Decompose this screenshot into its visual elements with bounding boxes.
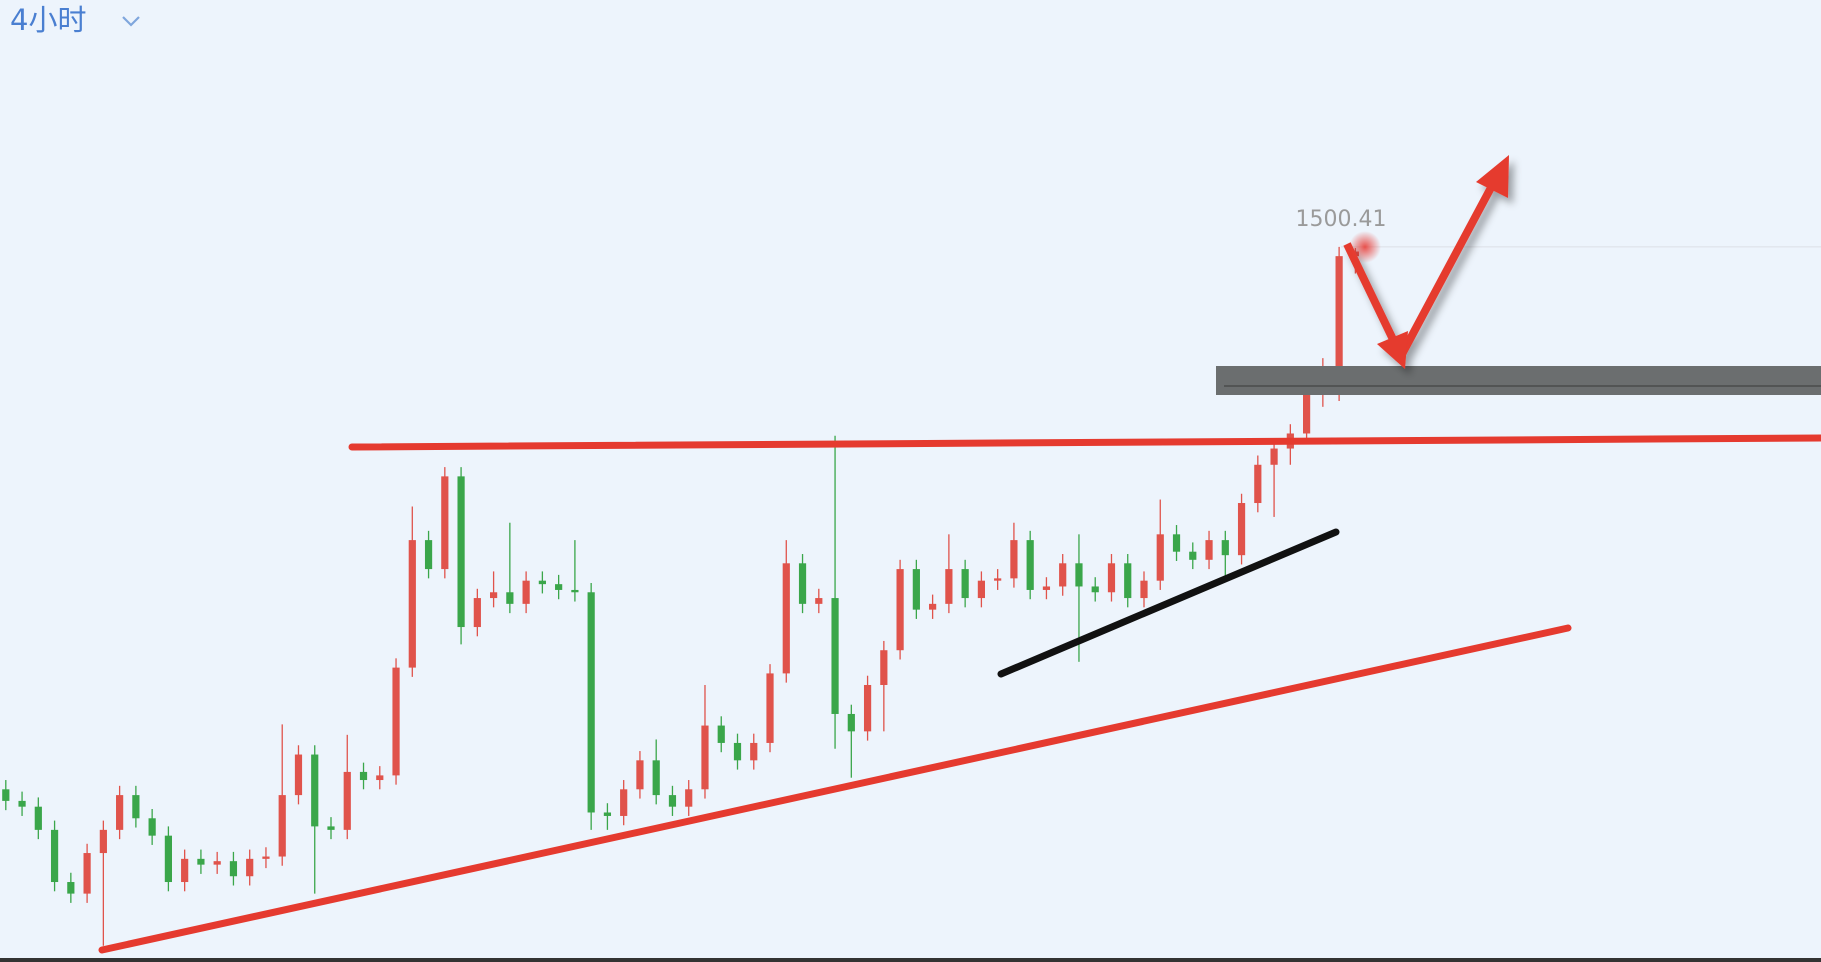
candle-body <box>83 853 91 894</box>
candle-body <box>961 569 969 599</box>
candle-body <box>197 858 205 865</box>
candle-body <box>1140 580 1148 599</box>
candle-body <box>782 563 790 674</box>
candle-body <box>181 858 189 883</box>
candle-body <box>148 818 156 836</box>
horizontal-resistance-line <box>348 434 1821 451</box>
candle-body <box>50 829 59 883</box>
candle-body <box>538 580 546 585</box>
short-trend-line <box>997 528 1340 678</box>
candle-body <box>766 673 774 743</box>
candle-body <box>1205 540 1213 560</box>
candle-body <box>1075 563 1083 587</box>
candle-body <box>1059 563 1067 587</box>
candle-body <box>327 826 335 830</box>
candle-body <box>246 858 254 877</box>
candle-body <box>67 882 75 894</box>
candle-body <box>473 598 481 628</box>
candle-body <box>99 829 107 854</box>
candle-body <box>831 598 839 714</box>
candle-body <box>311 754 319 827</box>
candle-body <box>1107 563 1116 593</box>
candle-body <box>620 789 628 816</box>
candle-body <box>18 800 26 807</box>
candles <box>2 246 1359 946</box>
candle-body <box>213 861 221 865</box>
candle-body <box>815 598 823 604</box>
last-price-dot <box>1349 231 1381 263</box>
candle-body <box>685 789 693 807</box>
candle-body <box>1026 540 1034 590</box>
dropdown-chevron[interactable] <box>122 16 140 27</box>
candle-body <box>229 861 238 877</box>
toolbar: 4小时 <box>10 3 140 37</box>
candle-body <box>717 725 725 743</box>
support-trend-line <box>98 624 1572 954</box>
candle-body <box>408 540 416 668</box>
resistance-zone <box>1216 366 1821 395</box>
candle-body <box>457 476 465 628</box>
candle-body <box>490 592 498 599</box>
candle-body <box>636 760 644 790</box>
candle-body <box>34 806 42 830</box>
candle-body <box>571 589 579 593</box>
candle-body <box>522 580 530 604</box>
candle-body <box>1042 586 1051 590</box>
candle-body <box>863 684 872 732</box>
candle-body <box>1091 586 1099 593</box>
candle-body <box>506 592 514 604</box>
candle-body <box>847 713 855 732</box>
arrow-head-down <box>1377 331 1408 369</box>
candle-body <box>1254 464 1262 504</box>
candle-body <box>1303 381 1311 434</box>
candle-body <box>2 789 10 801</box>
candle-body <box>929 603 937 610</box>
candle-body <box>116 795 124 830</box>
candle-body <box>1270 448 1278 465</box>
candle-body <box>132 795 140 819</box>
candle-body <box>880 650 888 685</box>
candle-body <box>262 856 270 859</box>
candle-body <box>1221 540 1229 556</box>
candle-body <box>1156 534 1164 581</box>
candle-body <box>376 775 384 781</box>
candle-body <box>896 569 904 651</box>
candle-body <box>652 760 660 796</box>
bottom-bar <box>0 958 1821 962</box>
candle-body <box>1010 540 1018 579</box>
candle-body <box>603 812 612 816</box>
candle-body <box>441 476 449 570</box>
candle-body <box>1124 563 1132 599</box>
candle-body <box>555 584 563 590</box>
high-price-label: 1500.41 <box>1296 207 1387 232</box>
candle-body <box>294 754 303 796</box>
projection-arrow <box>1343 155 1509 369</box>
candle-body <box>164 835 172 883</box>
interval-selector[interactable]: 4小时 <box>10 3 86 37</box>
arrow-head-up <box>1476 155 1509 198</box>
candle-body <box>701 725 709 790</box>
candle-body <box>750 742 758 761</box>
candle-body <box>359 771 368 781</box>
candle-body <box>1237 503 1246 556</box>
candle-body <box>912 569 920 610</box>
candle-body <box>278 795 286 857</box>
candle-body <box>392 667 400 776</box>
candle-body <box>733 742 742 761</box>
annotations <box>98 155 1821 954</box>
candle-body <box>343 771 351 830</box>
candle-body <box>977 580 985 599</box>
candle-body <box>668 795 677 807</box>
candle-body <box>1172 534 1181 552</box>
candle-body <box>424 540 433 570</box>
candle-body <box>945 569 953 604</box>
candle-body <box>994 578 1002 581</box>
candle-body <box>1335 256 1343 368</box>
candle-body <box>587 592 595 813</box>
candle-body <box>798 563 807 604</box>
candle-body <box>1189 551 1197 560</box>
